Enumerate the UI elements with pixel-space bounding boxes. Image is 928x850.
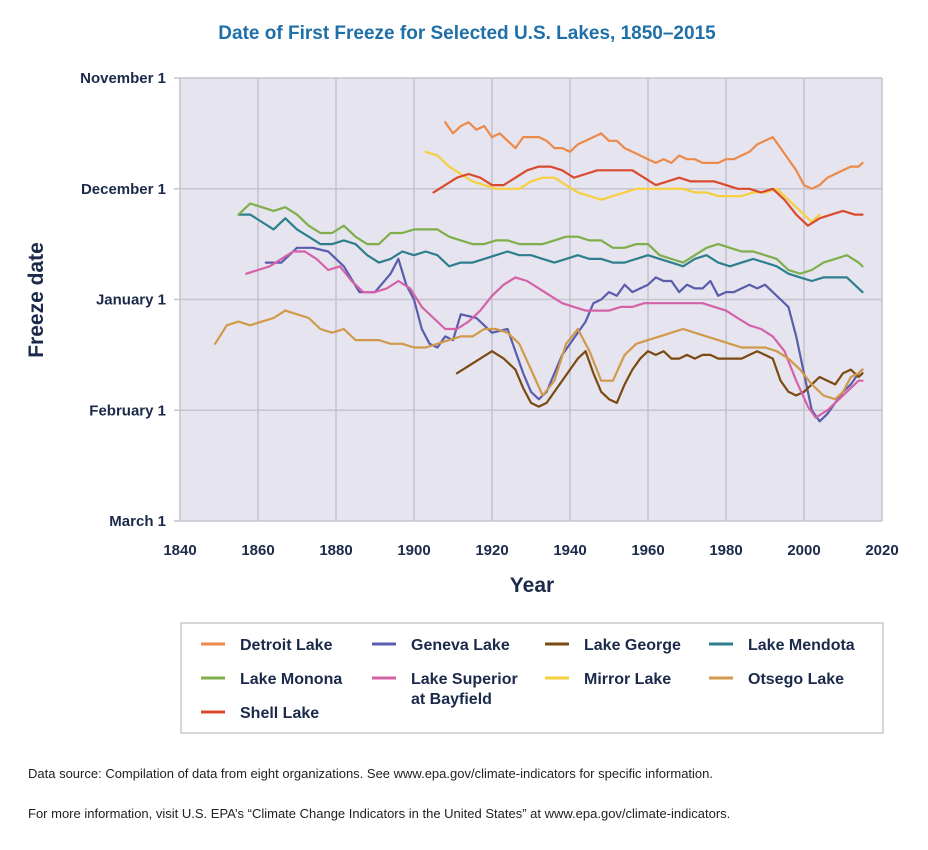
y-tick-label: February 1 <box>89 402 166 419</box>
series-line-lake-monona <box>237 202 864 275</box>
legend-label: Lake George <box>584 637 681 654</box>
legend: Detroit Lake Geneva Lake Lake George Lake M… <box>201 637 855 722</box>
x-tick-label: 1960 <box>631 542 664 559</box>
y-tick-label: March 1 <box>109 513 166 530</box>
y-tick-label: November 1 <box>80 70 166 87</box>
chart-title: Date of First Freeze for Selected U.S. L… <box>218 23 716 44</box>
series-line-lake-mendota <box>237 213 864 294</box>
x-tick-label: 1860 <box>241 542 274 559</box>
series-line-otsego-lake <box>214 309 864 401</box>
more-info-note: For more information, visit U.S. EPA’s “… <box>28 806 731 821</box>
x-tick-label: 2020 <box>865 542 898 559</box>
x-tick-label: 1840 <box>163 542 196 559</box>
data-source-note: Data source: Compilation of data from ei… <box>28 766 713 781</box>
x-tick-label: 1920 <box>475 542 508 559</box>
x-tick-label: 1880 <box>319 542 352 559</box>
chart: Date of First Freeze for Selected U.S. L… <box>25 23 899 734</box>
legend-label: Lake Superior at Bayfield <box>411 671 518 708</box>
legend-label: Detroit Lake <box>240 637 333 654</box>
x-tick-label: 1940 <box>553 542 586 559</box>
x-tick-labels: 1840 1860 1880 1900 1920 1940 1960 1980 2000 2020 <box>163 542 898 559</box>
series-line-lake-superior-at-bayfield <box>245 250 864 419</box>
y-axis-label: Freeze date <box>25 242 48 358</box>
series-line-shell-lake <box>432 165 864 227</box>
legend-label: Lake Mendota <box>748 637 855 654</box>
x-tick-label: 1980 <box>709 542 742 559</box>
series-line-geneva-lake <box>264 246 864 423</box>
legend-label: Geneva Lake <box>411 637 510 654</box>
series-line-detroit-lake <box>444 121 864 190</box>
legend-box <box>180 622 884 734</box>
x-axis-label: Year <box>510 574 554 597</box>
series-line-mirror-lake <box>424 150 821 224</box>
y-tick-labels: November 1 December 1 January 1 February 1 M… <box>80 70 166 530</box>
series-lines <box>214 121 864 423</box>
y-tick-label: January 1 <box>96 292 166 309</box>
legend-label: Shell Lake <box>240 705 319 722</box>
legend-label: Otsego Lake <box>748 671 844 688</box>
x-tick-label: 1900 <box>397 542 430 559</box>
y-tick-label: December 1 <box>81 181 166 198</box>
gridlines <box>174 77 883 522</box>
legend-label: Mirror Lake <box>584 671 671 688</box>
x-tick-label: 2000 <box>787 542 820 559</box>
legend-label: Lake Monona <box>240 671 342 688</box>
